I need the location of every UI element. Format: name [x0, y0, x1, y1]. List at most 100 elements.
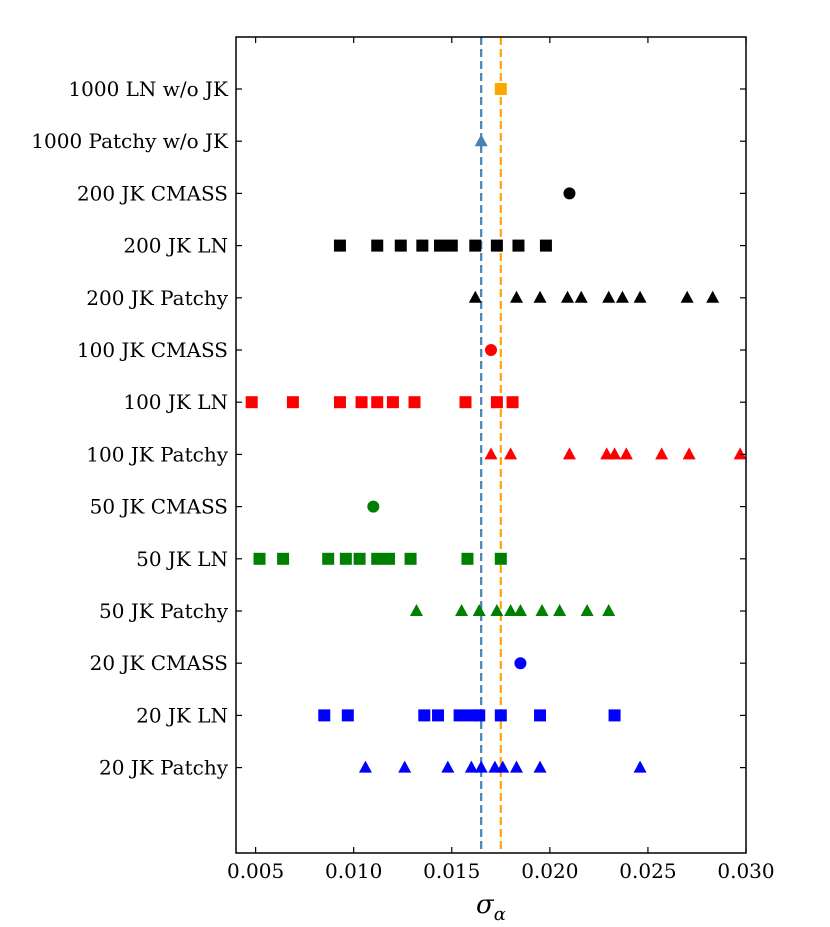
square-marker [434, 239, 446, 252]
triangle-marker [504, 604, 518, 616]
plot-frame [235, 36, 747, 854]
x-axis-label-main: σ [476, 890, 495, 920]
y-category-label: 100 JK CMASS [77, 338, 228, 362]
y-category-label: 20 JK Patchy [99, 756, 229, 780]
square-marker [408, 396, 421, 409]
square-marker [333, 239, 346, 252]
square-marker [469, 239, 482, 252]
square-marker [333, 396, 346, 409]
square-marker [539, 239, 552, 252]
square-marker [494, 552, 507, 565]
square-marker [355, 396, 368, 409]
y-axis-ticks: 1000 LN w/o JK 1000 Patchy w/o JK 200 JK C… [31, 77, 746, 780]
square-marker [534, 709, 547, 722]
circle-marker [485, 344, 497, 356]
square-marker [383, 552, 395, 565]
square-marker [353, 552, 366, 565]
y-category-label: 50 JK CMASS [90, 495, 228, 519]
triangle-marker [574, 290, 588, 303]
y-category-label: 100 JK Patchy [86, 442, 228, 466]
triangle-marker [633, 760, 647, 773]
square-marker [416, 239, 429, 252]
y-category-label: 50 JK LN [136, 547, 228, 571]
y-category-label: 100 JK LN [123, 390, 228, 414]
triangle-marker [474, 760, 488, 773]
triangle-marker [533, 760, 547, 773]
x-axis-label: σα [476, 890, 506, 925]
square-marker [494, 83, 507, 95]
triangle-marker [602, 604, 616, 616]
square-marker [245, 396, 258, 409]
y-category-label: 200 JK CMASS [77, 181, 228, 205]
x-tick-label: 0.025 [619, 859, 676, 883]
triangle-marker [562, 447, 576, 460]
square-marker [341, 709, 354, 722]
y-category-label: 20 JK LN [136, 703, 228, 727]
y-category-label: 50 JK Patchy [99, 599, 229, 623]
triangle-marker [733, 447, 747, 460]
square-marker [339, 552, 352, 565]
triangle-marker [655, 447, 669, 460]
triangle-marker [510, 760, 523, 773]
square-marker [608, 709, 621, 722]
x-axis-label-subscript: α [494, 904, 506, 925]
x-axis-ticks: 0.005 0.010 0.015 0.020 0.025 0.030 [227, 37, 775, 883]
triangle-marker [398, 760, 412, 773]
triangle-marker [553, 604, 567, 616]
square-marker [461, 552, 474, 565]
y-category-label: 200 JK Patchy [86, 286, 228, 310]
triangle-marker [619, 447, 633, 460]
square-marker [277, 552, 290, 565]
x-tick-label: 0.020 [521, 859, 578, 883]
square-marker [490, 396, 503, 409]
circle-marker [563, 187, 576, 200]
triangle-marker [409, 604, 423, 616]
square-marker [322, 552, 335, 565]
square-marker [453, 709, 466, 722]
triangle-marker [484, 447, 498, 460]
circle-marker [367, 500, 380, 513]
y-category-label: 20 JK CMASS [90, 651, 228, 675]
circle-marker [514, 657, 527, 670]
square-marker [386, 396, 399, 409]
x-tick-label: 0.030 [717, 859, 774, 883]
square-marker [253, 552, 266, 565]
square-marker [445, 239, 458, 252]
triangle-marker [474, 134, 488, 147]
y-category-label: 1000 Patchy w/o JK [31, 129, 229, 153]
square-marker [490, 239, 503, 252]
x-tick-label: 0.010 [325, 859, 382, 883]
triangle-marker [533, 290, 547, 303]
square-marker [286, 396, 299, 409]
triangle-marker [535, 604, 549, 616]
square-marker [459, 396, 472, 409]
square-marker [371, 396, 384, 409]
x-tick-label: 0.005 [227, 859, 284, 883]
square-marker [418, 709, 431, 722]
y-category-label: 200 JK LN [123, 234, 228, 258]
triangle-marker [615, 290, 629, 303]
triangle-marker [706, 290, 720, 303]
square-marker [394, 239, 407, 252]
triangle-marker [608, 447, 622, 460]
triangle-marker [464, 760, 478, 773]
square-marker [432, 709, 445, 722]
triangle-marker [358, 760, 372, 773]
triangle-marker [455, 604, 469, 616]
triangle-marker [680, 290, 694, 303]
triangle-marker [490, 604, 504, 616]
triangle-marker [504, 447, 518, 460]
triangle-marker [472, 604, 486, 616]
x-tick-label: 0.015 [423, 859, 480, 883]
triangle-marker [496, 760, 510, 773]
triangle-marker [468, 290, 482, 303]
triangle-marker [513, 604, 527, 616]
triangle-marker [441, 760, 455, 773]
triangle-marker [580, 604, 594, 616]
triangle-marker [682, 447, 696, 460]
triangle-marker [510, 290, 523, 303]
square-marker [371, 239, 384, 252]
triangle-marker [633, 290, 647, 303]
square-marker [473, 709, 486, 722]
